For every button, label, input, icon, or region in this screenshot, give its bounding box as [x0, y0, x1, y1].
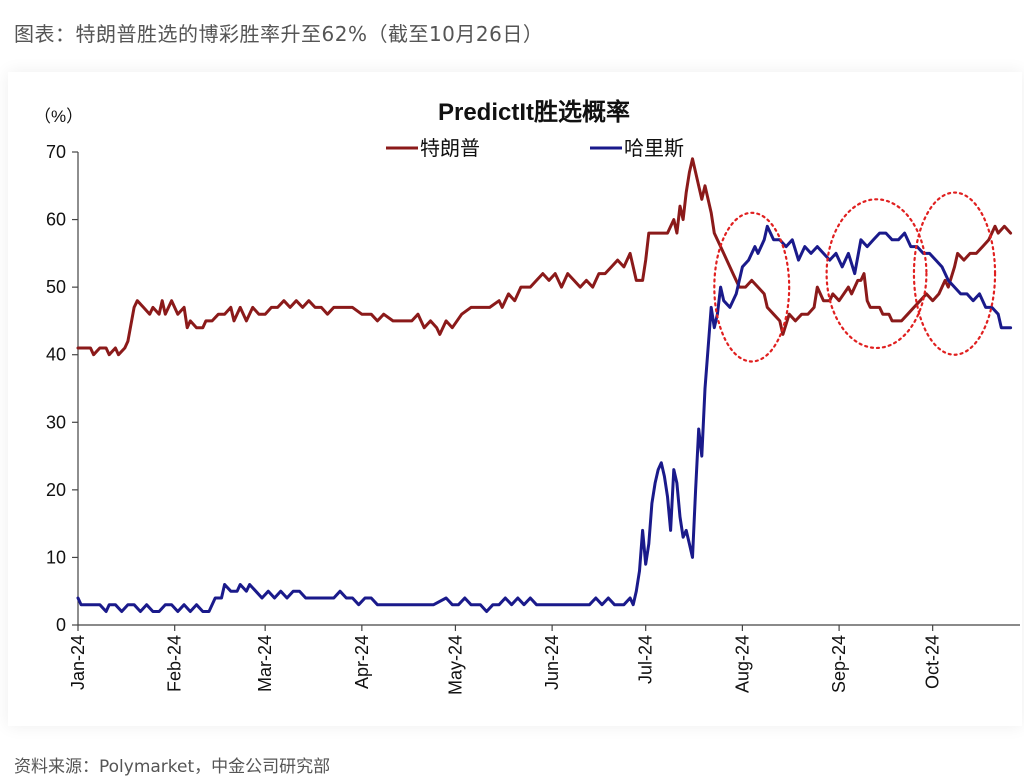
x-tick-label: May-24: [445, 635, 465, 695]
x-tick-label: Jan-24: [68, 635, 88, 690]
x-tick-label: Aug-24: [732, 635, 752, 693]
legend: 特朗普 哈里斯: [386, 137, 684, 160]
y-tick-label: 0: [56, 615, 66, 635]
source-note: 资料来源：Polymarket，中金公司研究部: [14, 757, 331, 777]
axes: 0 10 20 30 40 50 60 70 Jan-24 Feb-24 Mar-24 Apr-24 M…: [46, 142, 1020, 695]
legend-label-2: 哈里斯: [624, 137, 684, 160]
x-tick-label: Sep-24: [829, 635, 849, 693]
y-axis-label: （%）: [34, 107, 83, 126]
chart-panel: PredictIt胜选概率 （%） 特朗普 哈里斯 0 10 20 30 40 50 60 70…: [8, 72, 1022, 726]
series-lines: [76, 157, 1013, 613]
annotations: [713, 191, 997, 363]
figure-title: 图表：特朗普胜选的博彩胜率升至62%（截至10月26日）: [14, 22, 544, 46]
series-line-2: [76, 224, 1013, 613]
highlight-ellipse-3: [912, 191, 997, 356]
chart-title: PredictIt胜选概率: [438, 98, 630, 126]
series-line-1: [76, 157, 1013, 357]
y-tick-label: 40: [46, 345, 66, 365]
y-tick-label: 70: [46, 142, 66, 162]
y-tick-label: 30: [46, 412, 66, 432]
x-tick-label: Feb-24: [165, 635, 185, 692]
line-chart: PredictIt胜选概率 （%） 特朗普 哈里斯 0 10 20 30 40 50 60 70…: [34, 98, 1020, 695]
x-tick-label: Jun-24: [542, 635, 562, 690]
highlight-ellipse-1: [713, 211, 791, 363]
y-tick-label: 20: [46, 480, 66, 500]
x-tick-label: Mar-24: [255, 635, 275, 692]
y-tick-label: 10: [46, 547, 66, 567]
x-tick-label: Oct-24: [923, 635, 943, 689]
y-tick-label: 60: [46, 210, 66, 230]
x-tick-label: Apr-24: [352, 635, 372, 689]
legend-label-1: 特朗普: [420, 137, 480, 160]
x-tick-label: Jul-24: [636, 635, 656, 684]
highlight-ellipse-2: [825, 198, 928, 350]
y-tick-label: 50: [46, 277, 66, 297]
